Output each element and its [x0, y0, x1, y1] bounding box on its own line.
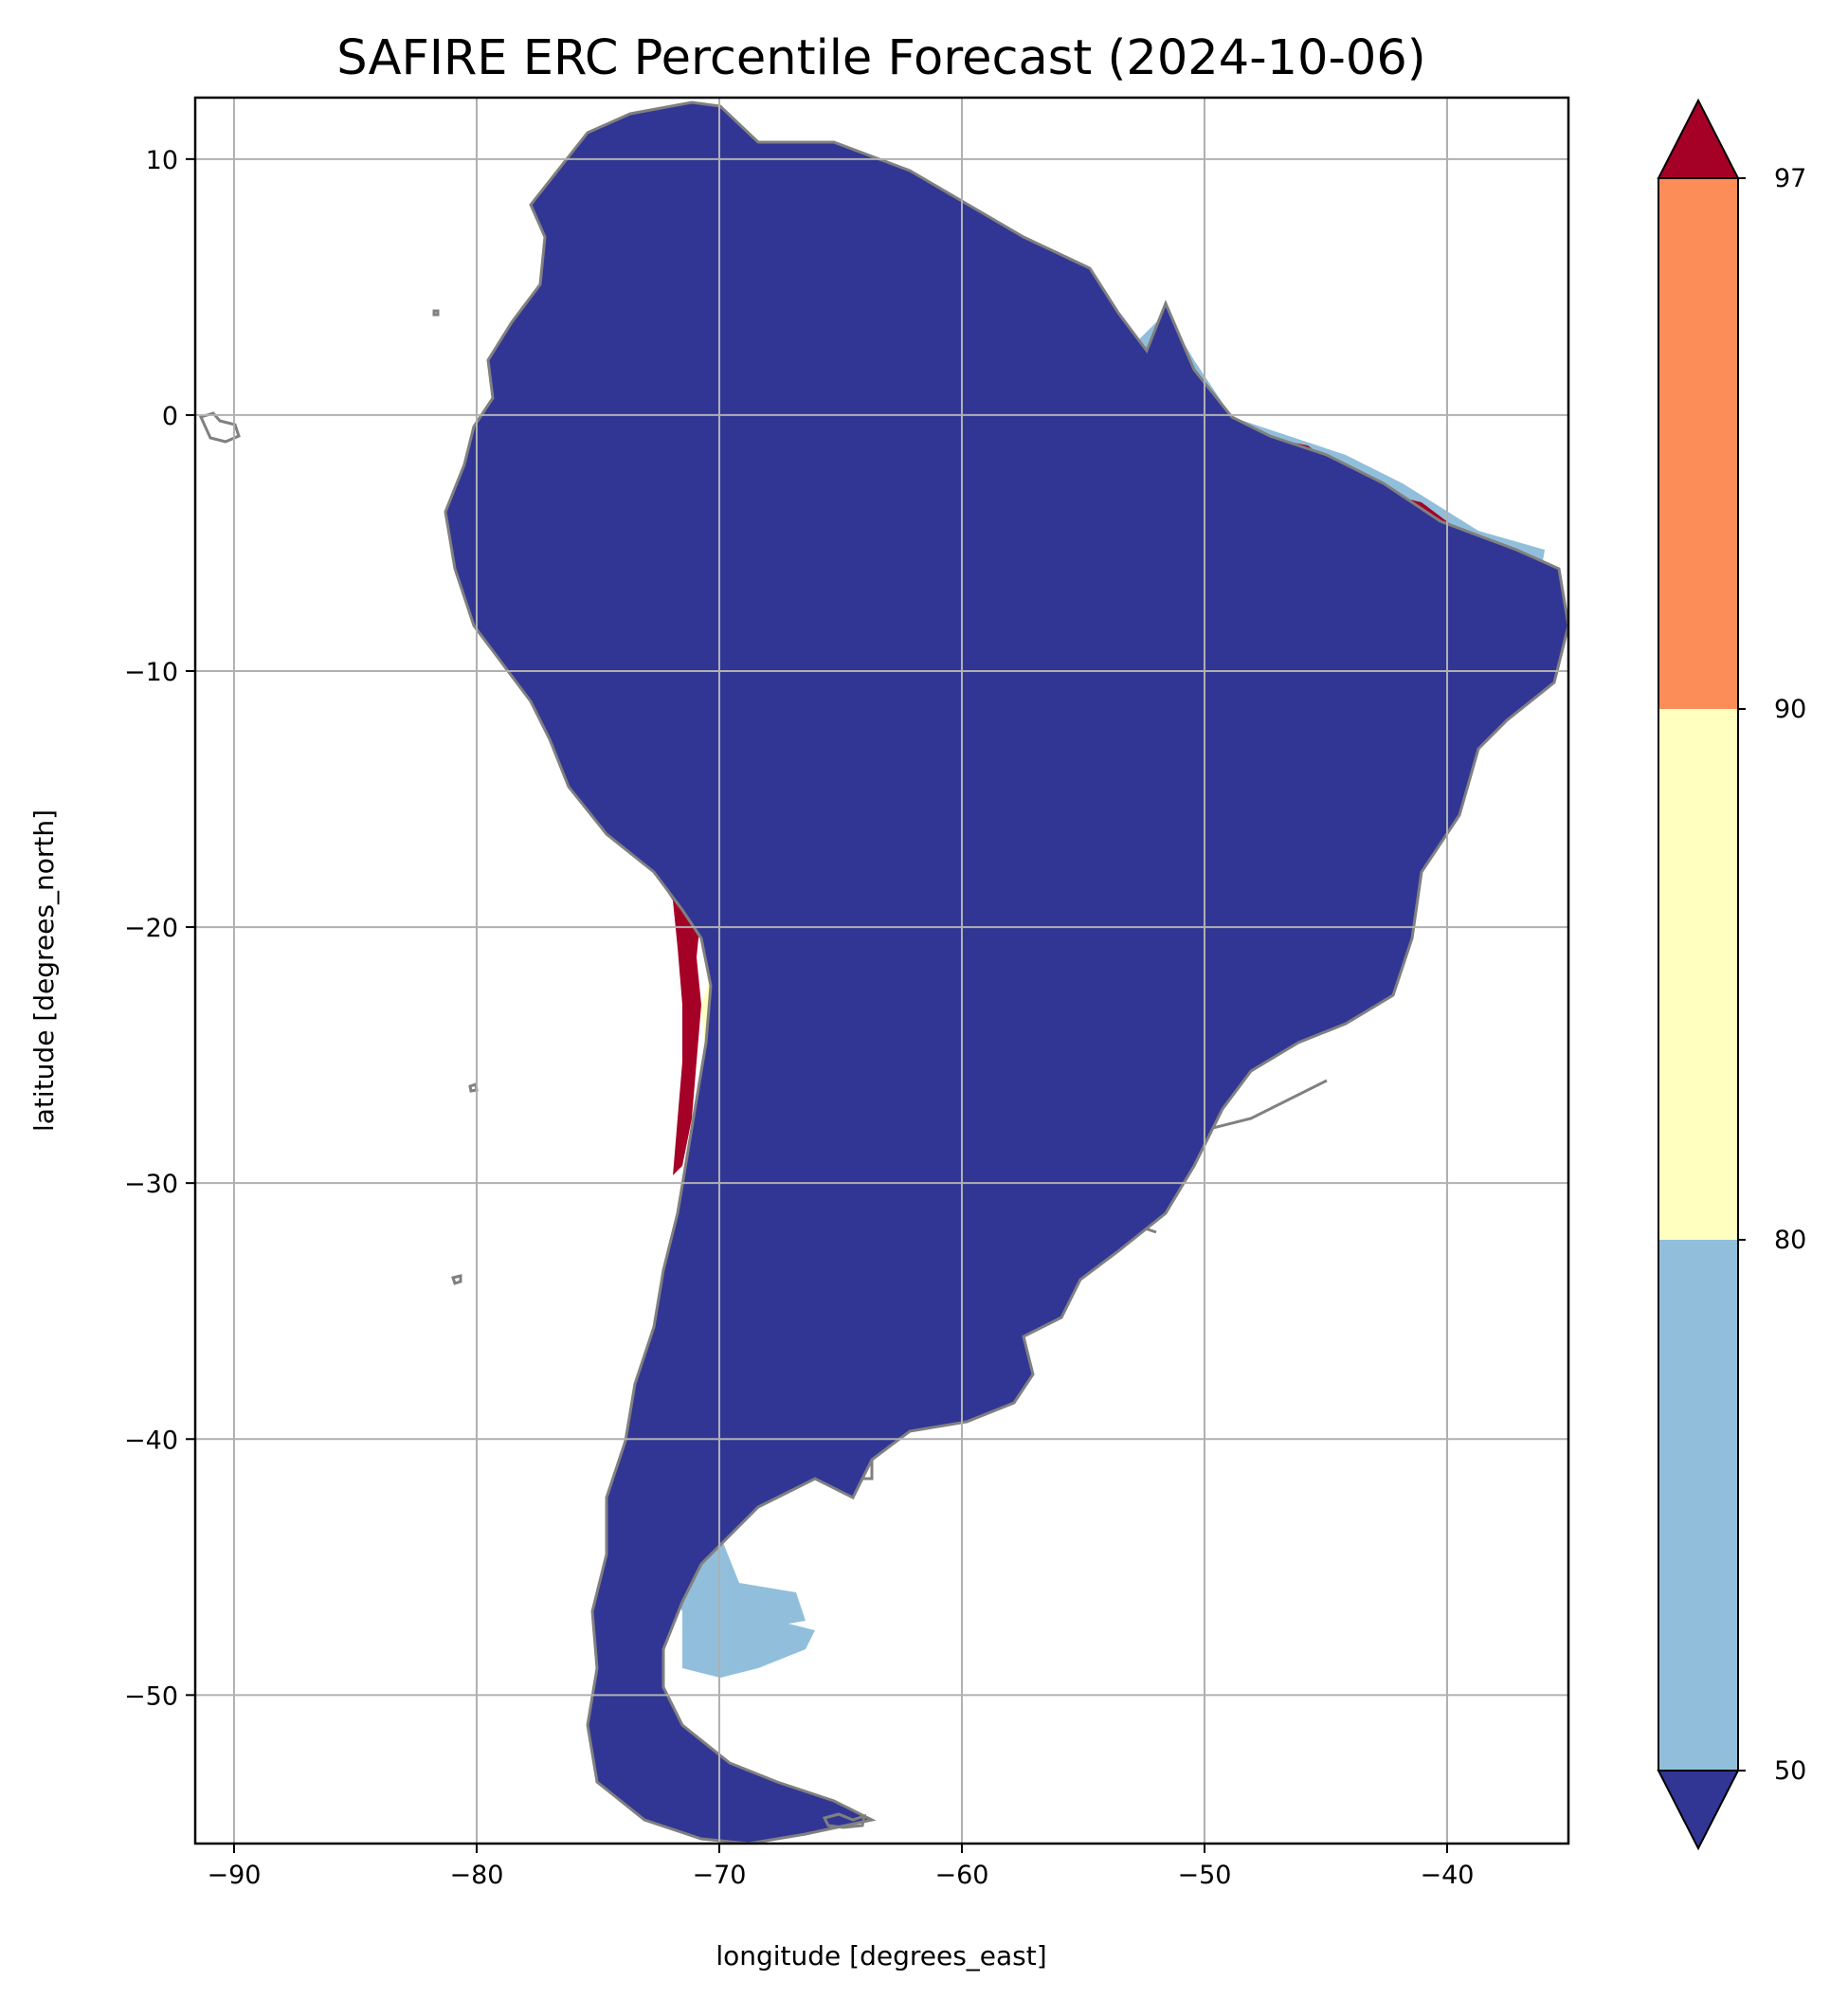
map-panel: −90 −80 −70 −60 −50 −40 10 0 −10 −20 −30 −40 −50 lo…: [28, 96, 1570, 1972]
colorbar-frame: [1658, 177, 1739, 1772]
y-tick-label: −50: [124, 1681, 178, 1711]
y-tick-label: 0: [162, 402, 178, 431]
y-tick-label: −10: [124, 658, 178, 687]
y-tick-label: 10: [146, 146, 178, 175]
percentile-above-97-chile-region: [625, 834, 701, 1175]
map-layers: [195, 98, 1568, 1844]
island-caribbean: [432, 309, 440, 317]
colorbar-label-50: 50: [1774, 1756, 1806, 1786]
x-tick-label: −70: [692, 1861, 746, 1890]
percentile-50-80-patagonia-region: [682, 1602, 815, 1678]
colorbar-band-90-97: [1658, 178, 1738, 709]
y-axis-label: latitude [degrees_north]: [28, 809, 60, 1132]
gridlines: [195, 98, 1568, 1844]
colorbar-band-50-80: [1658, 1240, 1738, 1771]
colorbar-label-80: 80: [1774, 1226, 1806, 1255]
y-tick-label: −20: [124, 914, 178, 943]
y-axis-ticks: 10 0 −10 −20 −30 −40 −50: [124, 146, 195, 1711]
y-tick-label: −40: [124, 1426, 178, 1455]
chart-title: SAFIRE ERC Percentile Forecast (2024-10-…: [336, 30, 1425, 86]
colorbar: 97 90 80 50: [1657, 98, 1806, 1851]
colorbar-extension-top: [1657, 98, 1740, 179]
colorbar-ticks: [1738, 177, 1746, 1772]
x-axis-label: longitude [degrees_east]: [716, 1940, 1046, 1972]
plot-frame: [193, 96, 1570, 1845]
island-juan-fernandez: [451, 1274, 462, 1285]
x-tick-label: −90: [207, 1861, 261, 1890]
colorbar-label-97: 97: [1774, 164, 1806, 193]
x-tick-label: −60: [934, 1861, 988, 1890]
colorbar-band-80-90: [1658, 709, 1738, 1240]
x-tick-label: −50: [1177, 1861, 1231, 1890]
islands: [198, 309, 866, 1829]
y-tick-label: −30: [124, 1170, 178, 1199]
x-tick-label: −40: [1421, 1861, 1475, 1890]
island-falklands: [822, 1812, 866, 1829]
x-axis-ticks: −90 −80 −70 −60 −50 −40: [207, 1844, 1474, 1890]
colorbar-label-90: 90: [1774, 695, 1806, 724]
colorbar-extension-bottom: [1657, 1770, 1740, 1851]
x-tick-label: −80: [449, 1861, 503, 1890]
